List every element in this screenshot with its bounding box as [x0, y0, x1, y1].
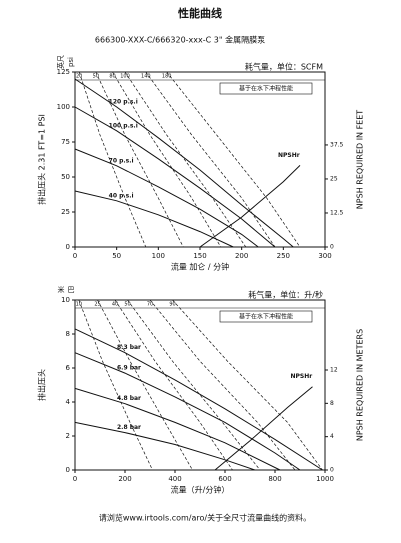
- y-tick-label: 0: [66, 243, 70, 251]
- air-curve: [95, 71, 184, 248]
- curve-label: NPSHr: [291, 373, 313, 380]
- unit-label: 米: [58, 285, 65, 294]
- y-tick-label: 50: [61, 173, 70, 181]
- curve: [74, 421, 256, 471]
- air-curve-label: 50: [93, 74, 99, 80]
- curve: [214, 386, 313, 471]
- y-tick-label: 4: [66, 398, 71, 406]
- unit-label: psi: [67, 57, 75, 67]
- x-axis-label: 流量 加仑 / 分钟: [171, 262, 229, 272]
- curve-label: 6.9 bar: [117, 365, 141, 372]
- x-tick-label: 800: [268, 475, 281, 483]
- air-curve: [124, 71, 247, 248]
- x-tick-label: 50: [112, 252, 121, 260]
- y2-tick-label: 8: [330, 400, 334, 407]
- curve-label: 40 p.s.i: [109, 192, 134, 199]
- x-tick-label: 600: [218, 475, 231, 483]
- unit-label: 巴: [68, 286, 75, 294]
- curve-label: 120 p.s.i: [109, 99, 138, 106]
- y2-tick-label: 37.5: [330, 141, 344, 148]
- curve: [74, 328, 323, 471]
- air-curve: [97, 299, 193, 471]
- y2-axis-label: NPSH REQUIRED IN FEET: [356, 110, 365, 209]
- unit-label: 英尺: [56, 55, 65, 69]
- air-curve: [114, 299, 233, 471]
- x-tick-label: 400: [168, 475, 181, 483]
- y-tick-label: 2: [66, 432, 70, 440]
- air-curve-label: 80: [109, 74, 115, 80]
- y2-tick-label: 0: [330, 467, 334, 474]
- air-curve: [78, 299, 153, 471]
- note: 基于在水下冲程性能: [239, 85, 293, 93]
- curve: [74, 387, 281, 471]
- x-tick-label: 300: [318, 252, 331, 260]
- y-tick-label: 6: [66, 364, 71, 372]
- y2-tick-label: 4: [330, 433, 334, 440]
- footer: 请浏览www.irtools.com/aro/关于全尺寸流量曲线的资料。: [99, 513, 311, 523]
- curve-label: 70 p.s.i: [109, 157, 134, 164]
- air-curve-label: 25: [94, 302, 100, 308]
- air-curve: [149, 299, 296, 471]
- plot-frame: [74, 299, 326, 471]
- y-tick-label: 8: [66, 330, 70, 338]
- air-curve-label: 100: [120, 74, 130, 80]
- note-box: [219, 310, 313, 323]
- curve-label: 100 p.s.i: [109, 122, 138, 129]
- air-curve-label: 180: [162, 74, 172, 80]
- y-tick-label: 125: [57, 68, 70, 76]
- x-tick-label: 250: [277, 252, 290, 260]
- air-curve: [112, 71, 222, 248]
- y-tick-label: 25: [61, 208, 70, 216]
- air-label: 耗气量，单位：SCFM: [245, 62, 323, 72]
- y-tick-label: 75: [61, 138, 70, 146]
- air-curve: [172, 299, 323, 471]
- curve: [74, 352, 301, 471]
- x-tick-label: 100: [152, 252, 165, 260]
- air-curve-label: 140: [141, 74, 151, 80]
- x-tick-label: 1000: [316, 475, 334, 483]
- y2-tick-label: 12.5: [330, 209, 344, 216]
- x-tick-label: 200: [118, 475, 131, 483]
- air-label: 耗气量，单位：升/秒: [248, 290, 323, 300]
- air-curve-label: 10: [76, 302, 82, 308]
- air-curve: [78, 71, 147, 248]
- curve: [74, 190, 234, 248]
- y-tick-label: 0: [66, 466, 70, 474]
- x-axis-label: 流量（升/分钟）: [171, 485, 230, 495]
- y-tick-label: 100: [57, 103, 70, 111]
- curve: [74, 106, 276, 248]
- air-curve: [166, 71, 301, 248]
- curve-label: 2.8 bar: [117, 424, 141, 431]
- note-box: [219, 82, 313, 95]
- y-axis-label: 排出压头 2.31 FT=1 PSI: [37, 114, 47, 205]
- curve-label: 8.3 bar: [117, 344, 141, 351]
- x-tick-label: 0: [73, 475, 77, 483]
- curve: [199, 165, 301, 248]
- y-tick-label: 10: [61, 296, 70, 304]
- air-curve: [127, 299, 261, 471]
- x-tick-label: 150: [193, 252, 206, 260]
- page-subtitle: 666300-XXX-C/666320-xxx-C 3" 金属隔膜泵: [95, 35, 265, 45]
- y2-tick-label: 0: [330, 244, 334, 251]
- x-tick-label: 0: [73, 252, 77, 260]
- curve: [74, 78, 294, 248]
- y-axis-label: 排出压头: [37, 369, 47, 401]
- air-curve-label: 90: [169, 302, 175, 308]
- y2-axis-label: NPSH REQUIRED IN METERS: [356, 329, 365, 441]
- x-tick-label: 200: [235, 252, 248, 260]
- note: 基于在水下冲程性能: [239, 313, 293, 321]
- y2-tick-label: 12: [330, 367, 338, 374]
- curve-label: 4.8 bar: [117, 395, 141, 402]
- air-curve-label: 20: [76, 74, 82, 80]
- air-curve-label: 50: [124, 302, 130, 308]
- y2-tick-label: 25: [330, 175, 338, 182]
- page-title: 性能曲线: [178, 6, 222, 20]
- curve: [74, 148, 259, 248]
- air-curve-label: 40: [112, 302, 118, 308]
- air-curve-label: 70: [147, 302, 153, 308]
- air-curve: [145, 71, 276, 248]
- curve-label: NPSHr: [278, 152, 300, 159]
